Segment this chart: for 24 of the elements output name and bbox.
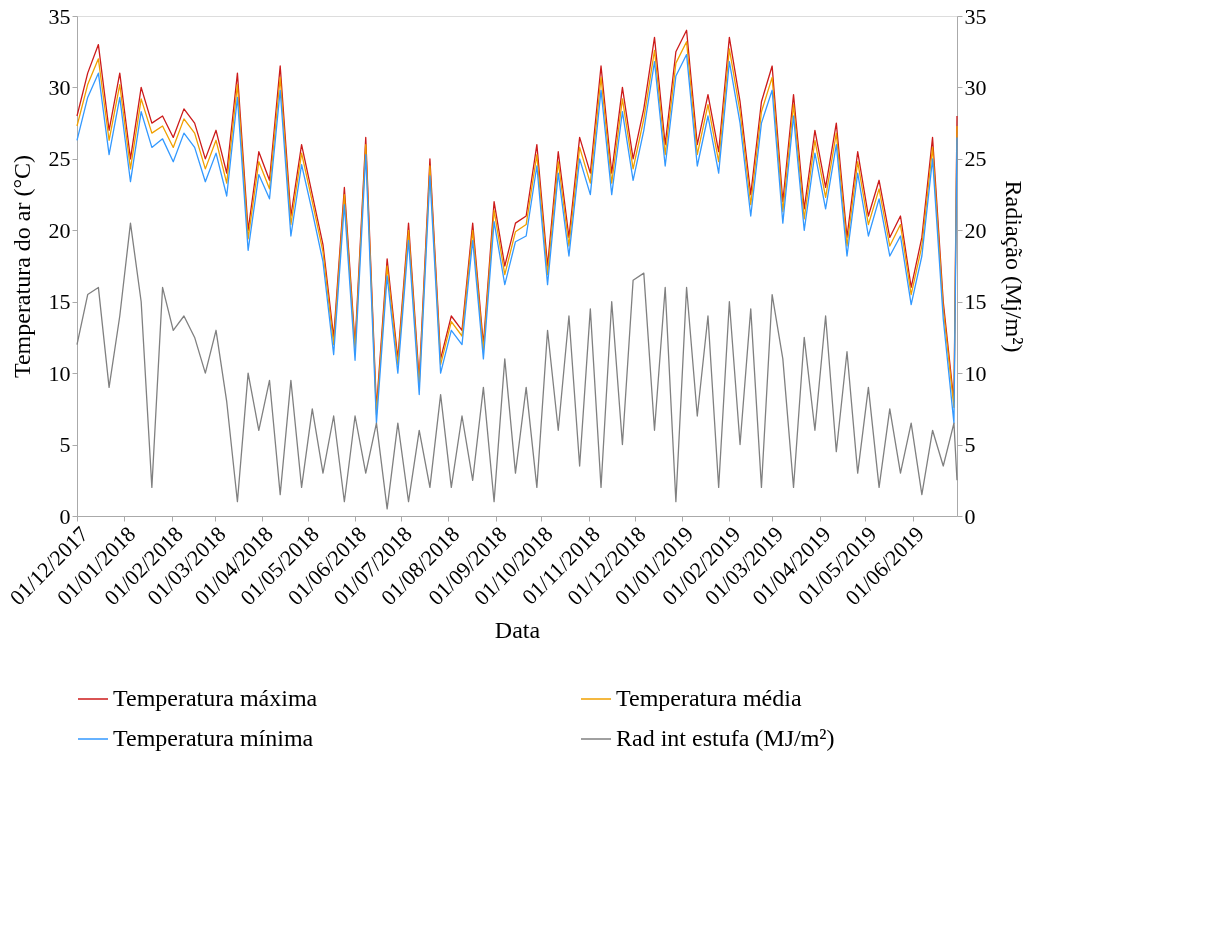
y2-tick-label: 30 — [964, 74, 987, 100]
y2-tick-label: 20 — [964, 217, 987, 243]
y-tick-label: 15 — [48, 289, 71, 315]
y-tick-label: 0 — [59, 503, 71, 529]
legend-label: Temperatura máxima — [113, 685, 318, 711]
y-tick-label: 30 — [48, 74, 71, 100]
y2-tick-label: 5 — [964, 432, 976, 458]
y-tick-label: 20 — [48, 217, 71, 243]
y2-tick-label: 35 — [964, 3, 987, 29]
legend-label: Temperatura mínima — [113, 725, 314, 751]
y-tick-label: 35 — [48, 3, 71, 29]
y2-tick-label: 25 — [964, 146, 987, 172]
x-axis-title: Data — [494, 617, 541, 644]
y-tick-label: 25 — [48, 146, 71, 172]
y-axis-title: Temperatura do ar (°C) — [8, 154, 35, 379]
y-tick-label: 10 — [48, 360, 71, 386]
line-series — [76, 222, 958, 510]
y2-axis-title: Radiação (Mj/m²) — [1000, 180, 1027, 353]
y2-tick-label: 15 — [964, 289, 987, 315]
legend-label: Temperatura média — [616, 685, 802, 711]
legend-label: Rad int estufa (MJ/m²) — [616, 725, 835, 751]
y2-tick-label: 0 — [964, 503, 976, 529]
y-tick-label: 5 — [59, 432, 71, 458]
y2-tick-label: 10 — [964, 360, 987, 386]
